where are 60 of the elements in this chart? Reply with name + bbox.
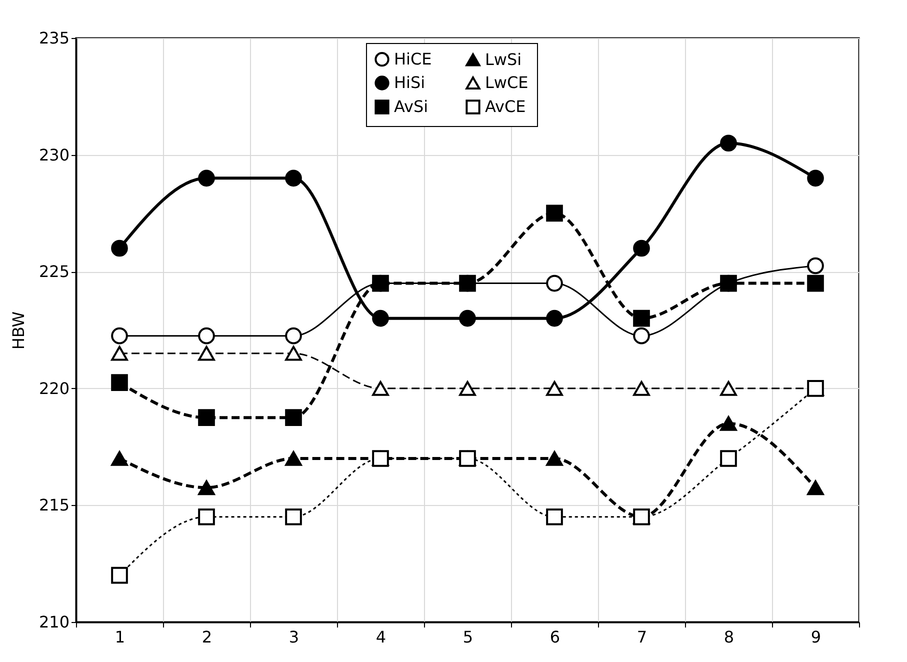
x-tick-label: 2 — [202, 628, 212, 646]
legend-label: AvSi — [394, 97, 428, 116]
point — [111, 374, 128, 391]
y-tick-label: 220 — [38, 378, 70, 398]
y-tick-label: 210 — [38, 612, 70, 632]
x-tick-label: 8 — [724, 628, 734, 646]
point — [633, 240, 650, 257]
x-tick-label: 5 — [462, 628, 474, 646]
point — [198, 508, 215, 526]
point — [633, 327, 650, 344]
point — [807, 480, 824, 496]
y-tick-label: 215 — [38, 496, 70, 515]
point — [807, 274, 824, 292]
legend-label: HiCE — [394, 49, 432, 68]
point — [285, 327, 302, 344]
point — [198, 170, 215, 187]
point — [720, 450, 737, 467]
point — [285, 508, 302, 526]
point — [546, 310, 563, 327]
point — [285, 170, 302, 187]
point — [720, 134, 737, 152]
point — [372, 310, 389, 327]
point — [285, 451, 302, 466]
point — [459, 310, 476, 327]
point — [807, 170, 824, 187]
legend-label: AvCE — [485, 97, 526, 116]
legend-label: LwSi — [485, 50, 522, 69]
point — [720, 380, 737, 396]
point — [633, 380, 650, 396]
point — [111, 451, 128, 466]
point — [111, 346, 128, 361]
point — [111, 566, 128, 584]
point — [546, 380, 563, 396]
point — [198, 480, 215, 496]
y-tick-label: 230 — [38, 145, 70, 164]
point — [285, 346, 302, 361]
y-axis-title: HBW — [8, 311, 28, 350]
point — [459, 380, 476, 396]
point — [285, 409, 302, 426]
point — [372, 380, 389, 396]
point — [546, 451, 563, 466]
x-tick-label: 7 — [636, 628, 648, 646]
point — [198, 409, 215, 426]
point — [720, 416, 737, 431]
x-tick-label: 6 — [550, 628, 560, 646]
point — [111, 240, 128, 257]
x-tick-label: 9 — [810, 628, 822, 646]
point — [633, 310, 650, 327]
point — [546, 204, 563, 222]
y-tick-label: 225 — [38, 262, 70, 282]
y-tick-label: 235 — [38, 28, 70, 48]
legend-label: HiSi — [394, 73, 426, 92]
x-tick-label: 4 — [376, 628, 386, 646]
legend-label: LwCE — [485, 73, 528, 92]
point — [546, 508, 563, 526]
x-tick-label: 3 — [288, 628, 300, 646]
point — [198, 346, 215, 361]
x-tick-label: 1 — [114, 628, 126, 646]
point — [198, 327, 215, 344]
point — [546, 274, 563, 292]
